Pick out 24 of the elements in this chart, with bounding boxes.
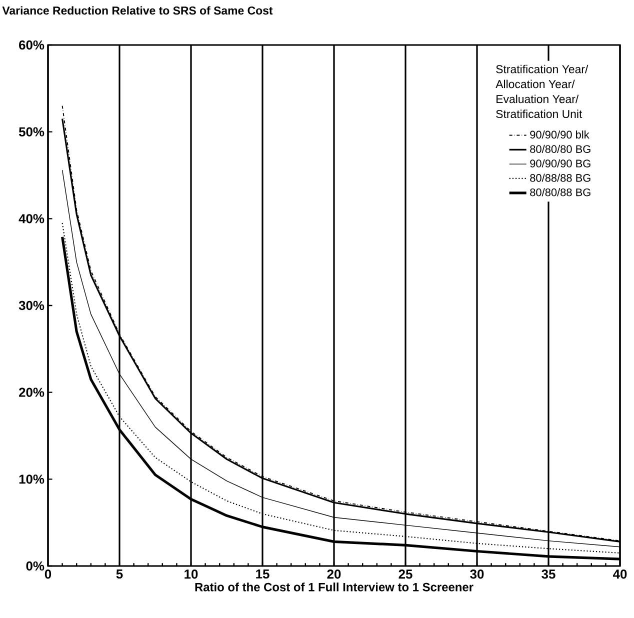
legend-label: 80/80/88 BG (530, 188, 590, 196)
x-tick-label: 25 (398, 570, 412, 579)
x-tick-label: 5 (116, 570, 123, 579)
x-tick-label: 10 (184, 570, 198, 579)
legend-label: 90/90/90 blk (530, 130, 590, 139)
x-tick-label: 0 (44, 570, 52, 579)
x-tick-label: 20 (327, 570, 341, 579)
y-tick-label: 20% (19, 388, 44, 397)
legend-label: 80/88/88 BG (530, 174, 590, 182)
legend-label: 80/80/80 BG (530, 144, 590, 153)
y-tick-label: 10% (19, 474, 44, 484)
y-tick-label: 40% (18, 214, 44, 224)
chart-title: Variance Reduction Relative to SRS of Same Cost (2, 6, 273, 15)
y-tick-label: 30% (18, 300, 44, 310)
legend-label: 90/90/90 BG (530, 159, 590, 168)
x-tick-label: 15 (256, 570, 270, 579)
x-tick-label: 30 (470, 570, 484, 579)
y-tick-label: 60% (19, 40, 44, 50)
x-tick-label: 35 (542, 570, 556, 579)
y-tick-label: 50% (18, 127, 44, 136)
x-tick-label: 40 (613, 570, 627, 579)
legend-title: Stratification Year/ Allocation Year/ Evaluation Year/ Stratification Unit (496, 64, 588, 118)
y-tick-label: 0% (26, 561, 44, 571)
x-axis-title: Ratio of the Cost of 1 Full Interview to 1 Screener (195, 582, 474, 592)
